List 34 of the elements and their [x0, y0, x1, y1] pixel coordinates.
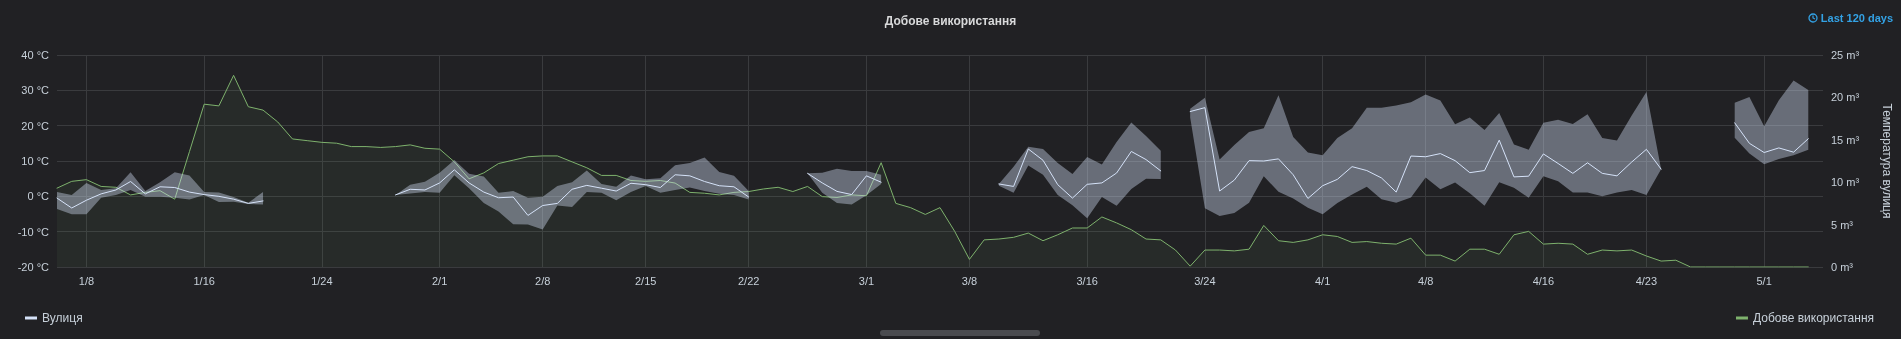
x-tick-label: 3/1: [858, 274, 875, 287]
x-tick-label: 3/24: [1194, 274, 1216, 287]
y-tick-label: 20 °C: [21, 119, 50, 132]
x-tick-label: 3/8: [961, 274, 978, 287]
x-tick-label: 4/1: [1314, 274, 1331, 287]
y2-tick-label: 10 m³: [1831, 176, 1860, 189]
y2-tick-label: 15 m³: [1831, 133, 1860, 146]
y2-tick-label: 0 m³: [1831, 261, 1854, 273]
y2-tick-label: 20 m³: [1831, 91, 1860, 104]
chart-title: Добове використання: [884, 14, 1017, 28]
x-tick-label: 2/15: [634, 274, 657, 287]
x-tick-label: 2/1: [431, 274, 448, 287]
y2-axis-title: Температура вулиця: [1880, 103, 1894, 219]
legend-label: Вулиця: [42, 311, 83, 325]
x-tick-label: 4/8: [1418, 274, 1434, 287]
y-tick-label: -10 °C: [17, 225, 50, 238]
x-tick-label: 4/16: [1532, 274, 1555, 287]
x-tick-label: 3/16: [1076, 274, 1098, 287]
y2-tick-label: 25 m³: [1831, 49, 1860, 61]
y2-tick-label: 5 m³: [1831, 218, 1854, 231]
x-tick-label: 2/22: [737, 274, 760, 287]
x-tick-label: 1/16: [193, 274, 215, 287]
x-tick-label: 2/8: [535, 274, 551, 287]
y-tick-label: -20 °C: [17, 261, 50, 273]
y-tick-label: 0 °C: [27, 190, 50, 203]
text: Last 120 days: [1820, 12, 1893, 24]
y-tick-label: 10 °C: [21, 155, 50, 167]
legend-label: Добове використання: [1752, 311, 1874, 325]
y-tick-label: 40 °C: [21, 49, 50, 61]
x-tick-label: 1/8: [78, 274, 95, 287]
x-tick-label: 4/23: [1635, 274, 1658, 287]
x-tick-label: 1/24: [311, 274, 333, 287]
x-tick-label: 5/1: [1756, 274, 1772, 287]
y-tick-label: 30 °C: [21, 84, 50, 97]
